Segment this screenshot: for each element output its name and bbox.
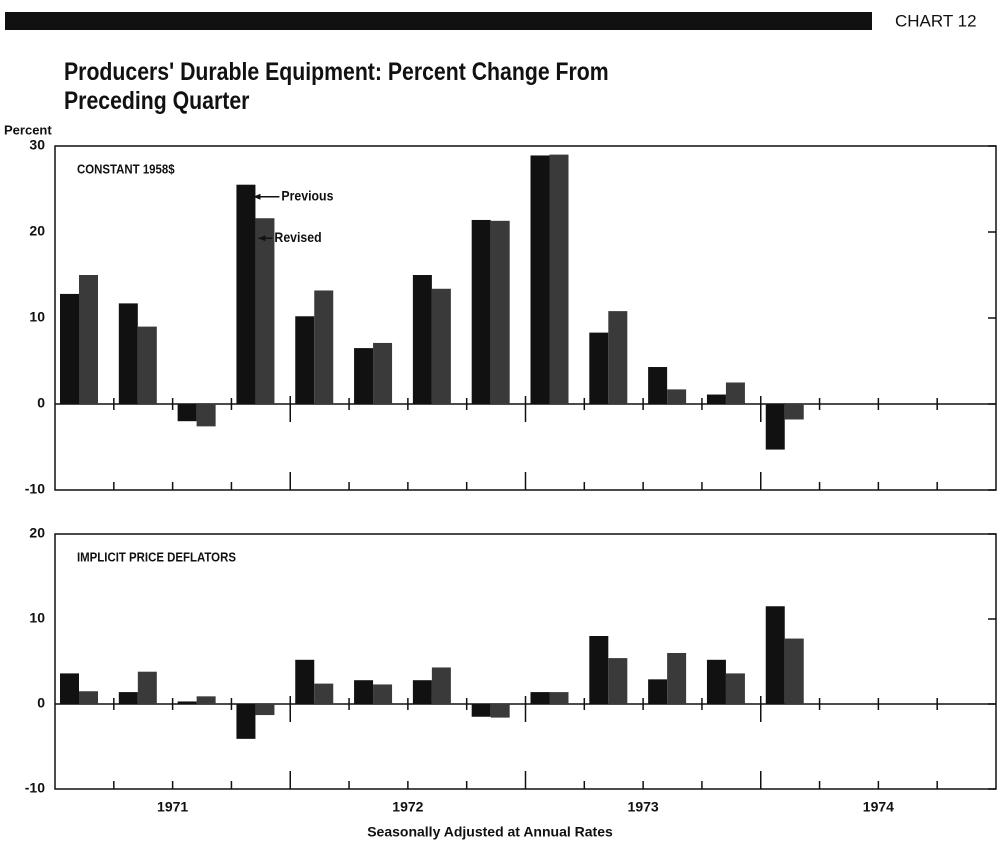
header-bar xyxy=(5,12,872,30)
plot-frame xyxy=(54,145,997,491)
bar xyxy=(236,184,256,404)
chart-title: Producers' Durable Equipment: Percent Ch… xyxy=(64,58,609,115)
bar xyxy=(589,636,609,704)
bar xyxy=(373,684,393,704)
bar xyxy=(295,316,315,404)
x-year-label: 1971 xyxy=(157,799,188,815)
bar xyxy=(118,692,138,704)
bar xyxy=(137,671,157,704)
y-tick-label: 10 xyxy=(29,610,45,626)
bar xyxy=(255,704,275,716)
bar xyxy=(490,704,510,718)
bar xyxy=(412,275,432,404)
bar xyxy=(314,290,334,404)
bar xyxy=(608,311,628,404)
bar xyxy=(79,275,98,404)
y-tick-label: 20 xyxy=(29,223,45,239)
bar xyxy=(725,382,745,404)
panel-label: CONSTANT 1958$ xyxy=(77,162,175,177)
bar xyxy=(648,367,668,404)
bar xyxy=(784,638,804,704)
y-tick-label: -10 xyxy=(25,780,45,796)
bar xyxy=(549,154,569,404)
bar xyxy=(354,680,374,704)
bar xyxy=(471,219,491,404)
y-axis-label: Percent xyxy=(4,122,52,137)
bar xyxy=(118,303,138,404)
bar xyxy=(725,673,745,704)
y-tick-label: 10 xyxy=(29,309,45,325)
panel-label: IMPLICIT PRICE DEFLATORS xyxy=(77,550,236,565)
bar xyxy=(60,293,79,404)
bar xyxy=(765,606,785,704)
y-tick-label: 20 xyxy=(29,525,45,541)
bar xyxy=(589,332,609,404)
bar xyxy=(314,683,334,704)
bar xyxy=(530,155,550,404)
bar xyxy=(667,653,687,704)
arrow-head xyxy=(253,193,261,200)
plot-frame xyxy=(54,533,997,790)
bar xyxy=(60,673,79,704)
bar xyxy=(373,342,393,404)
x-year-label: 1973 xyxy=(628,799,659,815)
bar xyxy=(177,701,197,704)
y-tick-label: -10 xyxy=(25,481,45,497)
annotation: Revised xyxy=(274,229,321,245)
bar xyxy=(255,218,275,404)
bar xyxy=(412,680,432,704)
arrow-head xyxy=(258,235,266,242)
bar xyxy=(196,696,216,704)
bar xyxy=(295,659,315,704)
y-tick-label: 0 xyxy=(37,695,45,711)
bar xyxy=(608,658,628,704)
bar xyxy=(236,704,256,739)
bar xyxy=(177,404,197,422)
chart-number: CHART 12 xyxy=(895,11,977,30)
bar xyxy=(706,394,726,404)
bar xyxy=(549,692,569,704)
y-tick-label: 30 xyxy=(29,137,45,153)
bar xyxy=(667,389,687,404)
bar xyxy=(706,659,726,704)
bar xyxy=(79,691,98,704)
bar xyxy=(490,220,510,404)
bar xyxy=(431,667,451,704)
annotation: Previous xyxy=(281,188,333,204)
x-year-label: 1974 xyxy=(863,799,894,815)
y-tick-label: 0 xyxy=(37,395,45,411)
x-year-label: 1972 xyxy=(392,799,423,815)
x-axis-label: Seasonally Adjusted at Annual Rates xyxy=(367,824,613,840)
bar xyxy=(648,679,668,704)
bar xyxy=(530,692,550,704)
bar xyxy=(471,704,491,717)
bar xyxy=(137,326,157,404)
bar xyxy=(431,288,451,404)
bar xyxy=(784,404,804,420)
bar xyxy=(354,348,374,404)
bar xyxy=(196,404,216,427)
bar xyxy=(765,404,785,450)
